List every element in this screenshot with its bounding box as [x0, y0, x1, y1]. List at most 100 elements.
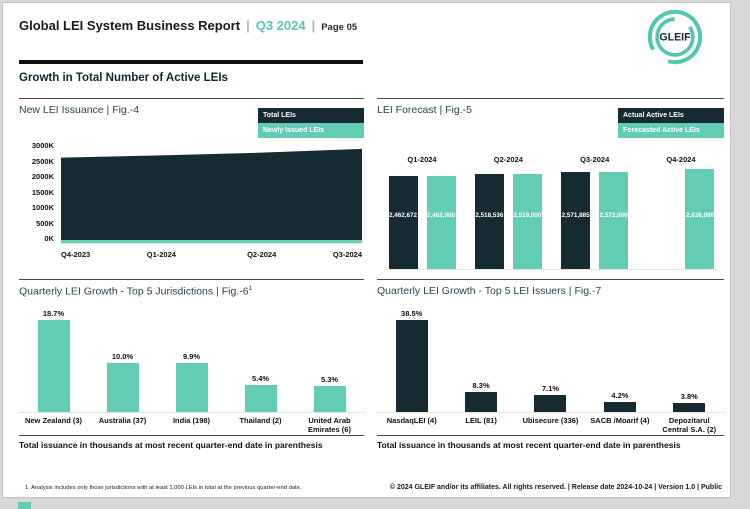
bar-actual: 2,571,885 — [561, 171, 591, 269]
report-page: Global LEI System Business Report | Q3 202… — [2, 2, 731, 498]
x-tick: Q1-2024 — [146, 250, 176, 259]
bar-forecast: 2,462,000 — [426, 175, 456, 269]
y-tick: 2500K — [31, 156, 54, 166]
bar-column: 7.1% — [516, 306, 585, 412]
legend-item-forecasted-active-leis: Forecasted Active LEIs — [618, 123, 724, 138]
bar-column: 18.7% — [19, 306, 88, 412]
chart-note-fig7: Total issuance in thousands at most rece… — [377, 440, 681, 450]
bar-percent-label: 38.5% — [401, 309, 423, 318]
panel-lei-forecast: LEI Forecast | Fig.-5 Actual Active LEIs… — [377, 98, 724, 278]
bar — [244, 385, 277, 412]
bar-column: 10.0% — [88, 306, 157, 412]
legend-fig5: Actual Active LEIs Forecasted Active LEI… — [618, 108, 724, 138]
report-period: Q3 2024 — [255, 18, 306, 33]
bar-actual: 2,518,536 — [474, 173, 504, 269]
bar-forecast: 2,638,000 — [685, 169, 715, 269]
bar-pair: 2,462,672 2,462,000 — [385, 169, 459, 269]
bar-percent-label: 18.7% — [42, 309, 65, 318]
bar-value-label: 2,518,536 — [475, 212, 504, 219]
bar-percent-label: 3.8% — [680, 391, 698, 401]
bar — [175, 363, 208, 412]
x-tick: Q4-2023 — [61, 250, 91, 259]
bar-group-q4-2024: Q4-2024 2,638,000 — [644, 155, 718, 269]
bar-column: 4.2% — [585, 306, 654, 412]
section-divider-bar — [19, 60, 363, 64]
bar-pair: 2,638,000 — [644, 169, 718, 269]
bar-forecast: 2,572,000 — [599, 171, 629, 269]
bar-pair: 2,518,536 2,519,000 — [471, 169, 545, 269]
quarter-label: Q4-2024 — [666, 155, 696, 164]
bar-group-q1-2024: Q1-2024 2,462,672 2,462,000 — [385, 155, 459, 269]
category-label: Ubisecure (336) — [522, 416, 579, 425]
bar-value-label: 2,462,000 — [426, 212, 455, 219]
bar-value-label: 2,519,000 — [513, 212, 542, 219]
bar-column: 3.8% — [655, 306, 724, 412]
quarter-label: Q1-2024 — [407, 155, 437, 164]
bar-percent-label: 9.9% — [182, 352, 201, 362]
y-tick: 3000K — [31, 141, 54, 150]
area-chart-fig4: 3000K 2500K 2000K 1500K 1000K 500K 0K — [19, 141, 362, 244]
bar — [465, 392, 498, 412]
title-separator: | — [246, 18, 250, 33]
bar-chart-fig7: 38.5% 8.3% 7.1% 4.2% 3.8% — [377, 306, 724, 413]
panel-top5-lei-issuers: Quarterly LEI Growth - Top 5 LEI Issuers… — [377, 279, 724, 451]
bar — [603, 402, 636, 412]
chart-note-fig6: Total issuance in thousands at most rece… — [19, 440, 323, 450]
bar-forecast: 2,519,000 — [512, 173, 542, 269]
bar-percent-label: 4.2% — [611, 391, 629, 400]
bar-percent-label: 10.0% — [111, 351, 134, 361]
bar-pair: 2,571,885 2,572,000 — [558, 169, 632, 269]
plot-area-fig4 — [61, 143, 362, 244]
bar — [106, 362, 139, 412]
chart-title-fig6-text: Quarterly LEI Growth - Top 5 Jurisdictio… — [19, 285, 249, 298]
y-tick: 1500K — [31, 187, 54, 197]
category-label: LEIL (81) — [465, 416, 497, 425]
bar-value-label: 2,462,672 — [388, 212, 417, 219]
x-tick: Q3-2024 — [332, 250, 362, 259]
bar-value-label: 2,571,885 — [561, 212, 590, 219]
bar-column: 5.3% — [295, 306, 364, 412]
bar-value-label: 2,638,000 — [685, 212, 714, 219]
gleif-logo: GLEIF — [647, 9, 703, 65]
category-labels-fig6: New Zealand (3) Australia (37) India (198)… — [19, 416, 364, 435]
category-label: NasdaqLEI (4) — [386, 416, 437, 425]
bar — [395, 320, 428, 412]
panel-bottom-divider — [377, 435, 724, 436]
copyright-text: © 2024 GLEIF and/or its affiliates. All … — [389, 484, 722, 491]
page-edge-accent — [18, 502, 31, 509]
bar-percent-label: 5.3% — [320, 374, 339, 384]
bar-column: 38.5% — [377, 306, 446, 412]
bar-percent-label: 5.4% — [251, 374, 270, 384]
panel-bottom-divider — [19, 435, 364, 436]
bar-column: 5.4% — [226, 306, 295, 412]
x-axis-fig4: Q4-2023 Q1-2024 Q2-2024 Q3-2024 — [61, 250, 362, 262]
category-label: New Zealand (3) — [24, 416, 83, 425]
y-tick: 1000K — [31, 203, 54, 212]
category-labels-fig7: NasdaqLEI (4) LEIL (81) Ubisecure (336) SAC… — [377, 416, 724, 435]
y-tick: 500K — [36, 218, 54, 228]
x-tick: Q2-2024 — [247, 250, 277, 259]
section-title: Growth in Total Number of Active LEIs — [19, 72, 228, 84]
legend-item-actual-active-leis: Actual Active LEIs — [618, 108, 724, 123]
footnote-text: 1. Analysis includes only those jurisdic… — [25, 485, 302, 491]
panel-new-lei-issuance: New LEI Issuance | Fig.-4 Total LEIs New… — [19, 98, 364, 278]
category-label: Thailand (2) — [239, 416, 282, 425]
bar-group-q3-2024: Q3-2024 2,571,885 2,572,000 — [558, 155, 632, 269]
bar — [534, 395, 567, 412]
category-label: Depozitarul Central S.A. (2) — [662, 416, 717, 435]
bar-chart-fig5: Q1-2024 2,462,672 2,462,000 Q2-2024 2,518,53… — [385, 155, 718, 270]
report-header: Global LEI System Business Report | Q3 202… — [19, 17, 357, 35]
y-axis-fig4: 3000K 2500K 2000K 1500K 1000K 500K 0K — [19, 141, 61, 243]
legend-item-total-leis: Total LEIs — [258, 108, 364, 123]
bar — [673, 402, 706, 412]
y-tick: 2000K — [31, 172, 54, 181]
category-label: United Arab Emirates (6) — [308, 416, 351, 435]
category-label: India (198) — [172, 416, 211, 425]
bar-percent-label: 7.1% — [541, 384, 560, 393]
page-number-label: Page 05 — [321, 22, 358, 33]
chart-title-fig6: Quarterly LEI Growth - Top 5 Jurisdictio… — [19, 285, 364, 298]
bar-column: 8.3% — [446, 306, 515, 412]
chart-title-fig6-footnote-ref: 1 — [248, 285, 253, 292]
y-tick: 0K — [44, 234, 54, 243]
bar — [37, 320, 70, 412]
